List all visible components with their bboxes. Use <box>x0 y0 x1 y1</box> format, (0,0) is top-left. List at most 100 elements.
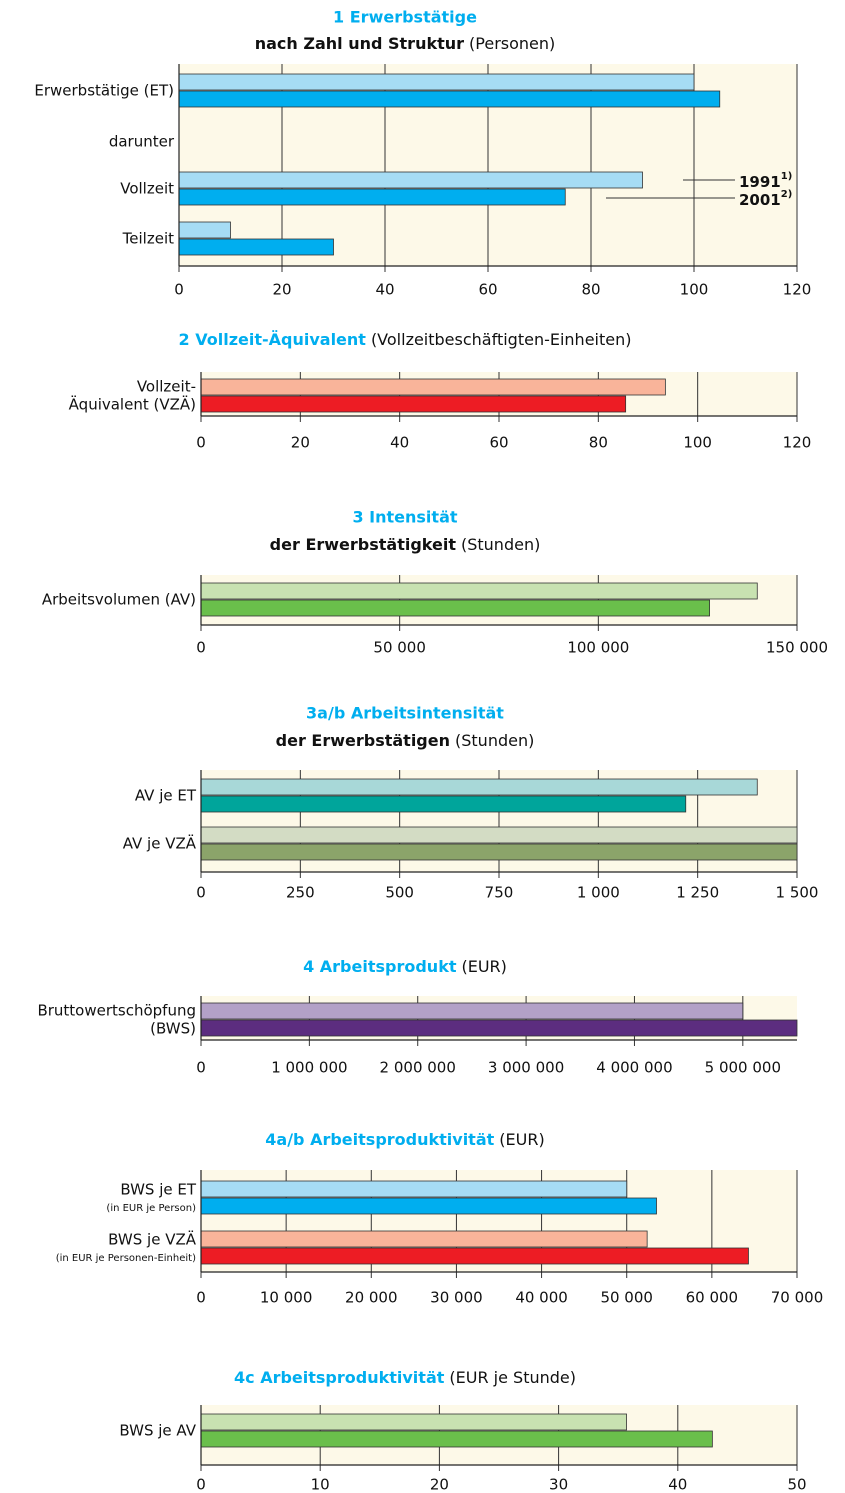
x-tick-label: 120 <box>783 434 812 452</box>
chart-unit: (Personen) <box>469 34 555 53</box>
bar <box>200 1430 713 1448</box>
category-label: BWS je AV <box>119 1422 196 1440</box>
legend-label: 1991 <box>739 173 781 191</box>
x-tick-label: 80 <box>581 281 600 299</box>
x-tick-label: 1 250 <box>676 884 719 902</box>
x-tick-label: 3 000 000 <box>488 1059 564 1077</box>
bar <box>200 826 798 844</box>
x-tick-label: 1 000 000 <box>271 1059 347 1077</box>
category-label: Erwerbstätige (ET) <box>34 82 174 100</box>
chart-title: 2 Vollzeit-Äquivalent <box>179 330 367 349</box>
x-tick-label: 4 000 000 <box>596 1059 672 1077</box>
category-label: Vollzeit <box>120 180 174 198</box>
x-tick-label: 40 <box>668 1476 687 1493</box>
category-note: (in EUR je Personen-Einheit) <box>56 1253 196 1264</box>
bar <box>200 1230 648 1248</box>
x-tick-label: 70 000 <box>771 1289 824 1307</box>
category-label: AV je VZÄ <box>123 834 197 853</box>
x-tick-label: 10 <box>311 1476 330 1493</box>
bar <box>200 778 758 796</box>
x-tick-label: 40 <box>375 281 394 299</box>
x-tick-label: 100 000 <box>567 639 629 657</box>
x-tick-label: 1 000 <box>577 884 620 902</box>
category-label: darunter <box>109 133 175 151</box>
chart-title: 4c Arbeitsproduktivität <box>234 1368 445 1387</box>
x-tick-label: 2 000 000 <box>380 1059 456 1077</box>
bar <box>200 843 798 861</box>
x-tick-label: 0 <box>196 434 206 452</box>
x-tick-label: 0 <box>196 884 206 902</box>
x-tick-label: 750 <box>485 884 514 902</box>
x-tick-label: 50 000 <box>600 1289 653 1307</box>
chart-unit: (EUR je Stunde) <box>449 1368 576 1387</box>
category-label: (BWS) <box>150 1020 196 1038</box>
chart-unit: (EUR) <box>499 1130 544 1149</box>
x-tick-label: 60 000 <box>686 1289 739 1307</box>
bar <box>200 1019 798 1037</box>
category-label: Arbeitsvolumen (AV) <box>42 591 196 609</box>
bar <box>200 1413 627 1431</box>
bar <box>178 188 566 206</box>
bar <box>178 90 721 108</box>
x-tick-label: 0 <box>196 1059 206 1077</box>
x-tick-label: 20 <box>430 1476 449 1493</box>
chart-title-line: 4a/b Arbeitsproduktivität (EUR) <box>265 1130 544 1149</box>
x-tick-label: 40 000 <box>515 1289 568 1307</box>
chart-subtitle-line: der Erwerbstätigen (Stunden) <box>276 731 535 750</box>
x-tick-label: 0 <box>174 281 184 299</box>
chart-title: 3a/b Arbeitsintensität <box>306 704 504 723</box>
chart-subtitle: der Erwerbstätigen <box>276 731 450 750</box>
x-tick-label: 500 <box>385 884 414 902</box>
category-label: BWS je ET <box>120 1181 197 1199</box>
x-tick-label: 30 <box>549 1476 568 1493</box>
category-label: AV je ET <box>135 787 197 805</box>
x-tick-label: 1 500 <box>776 884 819 902</box>
bar <box>178 73 695 91</box>
legend-label: 2001 <box>739 191 781 209</box>
category-label: Bruttowertschöpfung <box>37 1002 196 1020</box>
chart-unit: (Stunden) <box>461 535 540 554</box>
bar <box>200 378 666 396</box>
chart-unit: (EUR) <box>461 957 506 976</box>
category-label: Äquivalent (VZÄ) <box>69 395 196 414</box>
bar <box>178 238 334 256</box>
x-tick-label: 20 <box>291 434 310 452</box>
bar <box>178 221 231 239</box>
bar <box>200 795 687 813</box>
x-tick-label: 20 000 <box>345 1289 398 1307</box>
category-label: BWS je VZÄ <box>108 1230 197 1249</box>
x-tick-label: 0 <box>196 639 206 657</box>
chart-unit: (Vollzeitbeschäftigten-Einheiten) <box>371 330 632 349</box>
x-tick-label: 40 <box>390 434 409 452</box>
bar <box>200 1002 744 1020</box>
x-tick-label: 10 000 <box>260 1289 313 1307</box>
bar <box>200 395 627 413</box>
chart-unit: (Stunden) <box>455 731 534 750</box>
legend-note: 1) <box>781 171 793 182</box>
chart-title: 3 Intensität <box>352 508 457 527</box>
bar <box>178 171 643 189</box>
x-tick-label: 80 <box>589 434 608 452</box>
x-tick-label: 5 000 000 <box>705 1059 781 1077</box>
x-tick-label: 60 <box>489 434 508 452</box>
bar <box>200 1197 657 1215</box>
category-label: Vollzeit- <box>137 378 196 396</box>
x-tick-label: 100 <box>680 281 709 299</box>
x-tick-label: 0 <box>196 1476 206 1493</box>
x-tick-label: 150 000 <box>766 639 828 657</box>
x-tick-label: 50 000 <box>373 639 426 657</box>
x-tick-label: 50 <box>787 1476 806 1493</box>
chart-subtitle: der Erwerbstätigkeit <box>270 535 457 554</box>
category-label: Teilzeit <box>122 230 174 248</box>
chart-title: 1 Erwerbstätige <box>333 8 477 27</box>
chart-title: 4 Arbeitsprodukt <box>303 957 457 976</box>
chart-title-line: 4c Arbeitsproduktivität (EUR je Stunde) <box>234 1368 576 1387</box>
x-tick-label: 100 <box>683 434 712 452</box>
bar <box>200 582 758 600</box>
x-tick-label: 120 <box>783 281 812 299</box>
bar <box>200 1247 749 1265</box>
chart-subtitle-line: der Erwerbstätigkeit (Stunden) <box>270 535 541 554</box>
legend-note: 2) <box>781 189 793 200</box>
bar <box>200 1180 628 1198</box>
